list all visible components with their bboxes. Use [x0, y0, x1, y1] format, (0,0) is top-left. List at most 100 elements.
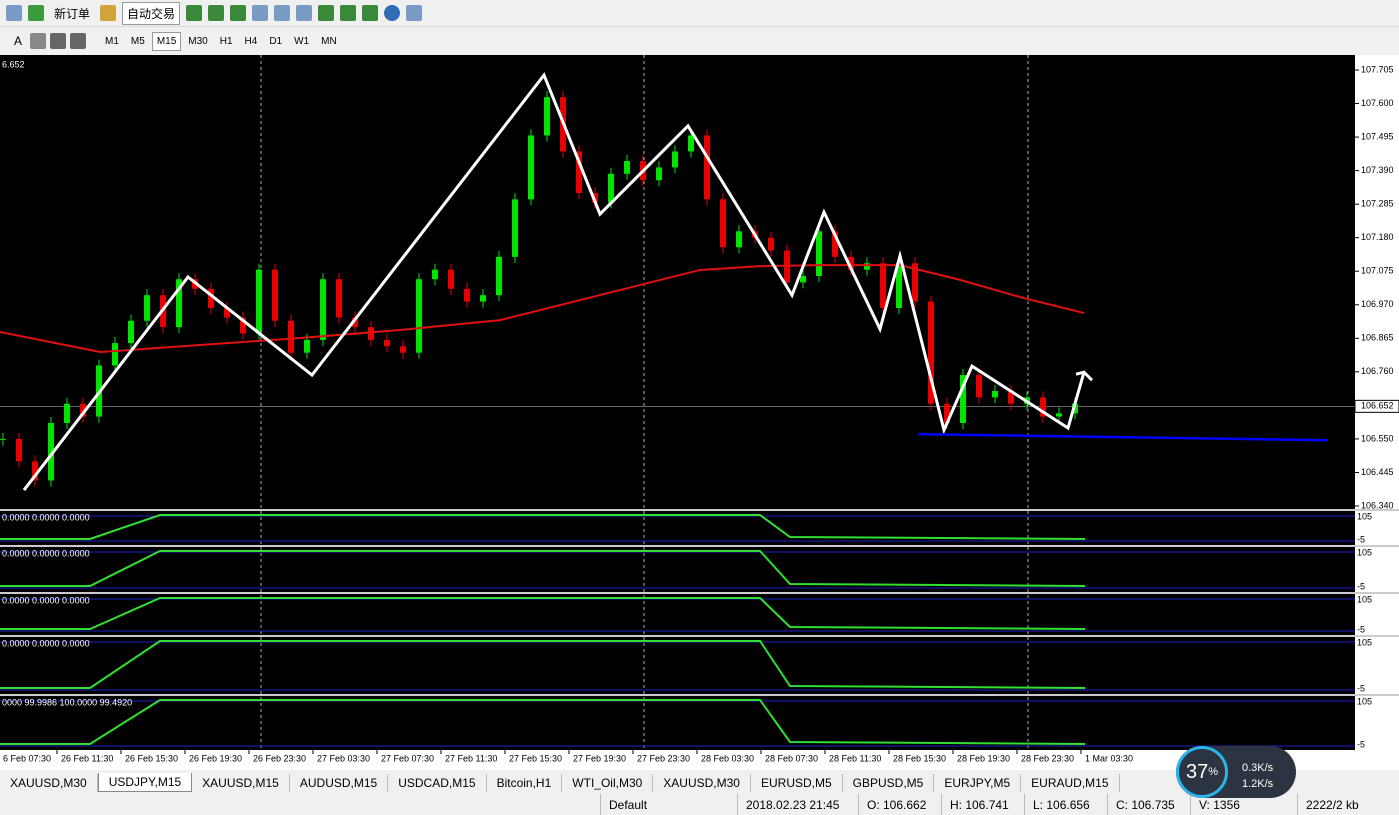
chart-tab[interactable]: EURAUD,M15 — [1021, 773, 1120, 792]
indicator-line — [0, 640, 1086, 689]
percent-unit: % — [1208, 766, 1219, 778]
candle — [992, 391, 998, 398]
x-tick-label: 27 Feb 03:30 — [317, 753, 370, 763]
network-widget: 37% 0.3K/s 1.2K/s — [1176, 746, 1296, 798]
timeframes: M1 M5 M15 M30 H1 H4 D1 W1 MN — [100, 31, 342, 51]
candle — [448, 269, 454, 289]
y-tick-label: 106.550 — [1361, 433, 1394, 443]
candle — [352, 317, 358, 328]
candle — [1008, 391, 1014, 404]
candle — [512, 199, 518, 257]
moving-average — [0, 264, 1085, 354]
candle — [688, 135, 694, 152]
arrow-head — [1075, 370, 1094, 382]
icon[interactable] — [100, 5, 117, 21]
icon[interactable] — [318, 5, 335, 21]
icon[interactable] — [340, 5, 357, 21]
low: L: 106.656 — [1024, 794, 1107, 815]
text-tool[interactable]: A — [14, 34, 23, 48]
candle — [832, 231, 838, 257]
corner-label: 6.652 — [2, 59, 25, 69]
timeframe-button[interactable]: D1 — [269, 35, 283, 47]
indicator-bottom: -5 — [1357, 534, 1365, 544]
chart-tab[interactable]: EURUSD,M5 — [751, 773, 843, 792]
icon[interactable] — [70, 33, 87, 49]
y-tick-label: 106.970 — [1361, 299, 1394, 309]
upload-speed: 0.3K/s — [1242, 762, 1274, 774]
chart-tab[interactable]: XAUUSD,M30 — [0, 773, 98, 792]
timeframe-button[interactable]: H4 — [244, 35, 258, 47]
timeframe-button[interactable]: M1 — [105, 35, 119, 47]
chart-tab[interactable]: XAUUSD,M30 — [653, 773, 751, 792]
icon[interactable] — [362, 5, 379, 21]
indicator-top: 105 — [1357, 547, 1372, 557]
chart-tab[interactable]: EURJPY,M5 — [934, 773, 1022, 792]
close: C: 106.735 — [1107, 794, 1190, 815]
candle — [1040, 397, 1046, 417]
candle — [432, 269, 438, 280]
plot-area — [0, 55, 1355, 750]
x-tick-label: 1 Mar 03:30 — [1085, 753, 1133, 763]
candle — [400, 346, 406, 353]
candle — [896, 263, 902, 308]
toolbar: 新订单 自动交易 — [0, 0, 1399, 27]
candle — [816, 231, 822, 277]
y-tick-label: 107.075 — [1361, 266, 1394, 276]
x-tick-label: 28 Feb 23:30 — [1021, 753, 1074, 763]
x-tick-label: 27 Feb 11:30 — [445, 753, 497, 763]
profile: Default — [600, 794, 737, 815]
indicator-top: 105 — [1357, 696, 1372, 706]
chart-tab[interactable]: XAUUSD,M15 — [192, 773, 290, 792]
candle — [880, 263, 886, 308]
y-tick-label: 107.390 — [1361, 165, 1394, 175]
support-line — [917, 432, 1329, 442]
bar-time: 2018.02.23 21:45 — [737, 794, 858, 815]
candle — [144, 295, 150, 321]
candle — [1056, 413, 1062, 417]
timeframe-button[interactable]: H1 — [219, 35, 233, 47]
x-tick-label: 28 Feb 19:30 — [957, 753, 1010, 763]
y-tick-label: 106.445 — [1361, 467, 1394, 477]
icon[interactable] — [230, 5, 247, 21]
y-tick-label: 107.285 — [1361, 199, 1394, 209]
icon[interactable] — [406, 5, 423, 21]
icon[interactable] — [296, 5, 313, 21]
indicator-line — [0, 699, 1086, 745]
candle — [496, 256, 502, 296]
candle — [736, 231, 742, 248]
icon[interactable] — [274, 5, 291, 21]
download-speed: 1.2K/s — [1242, 778, 1274, 790]
candle — [704, 135, 710, 200]
chart: 6.652 107.705 107.600 107.495 107.390 107.28… — [0, 55, 1399, 770]
indicator-top: 105 — [1357, 637, 1372, 647]
icon[interactable] — [6, 5, 22, 21]
chart-tab[interactable]: Bitcoin,H1 — [487, 773, 563, 792]
chart-tab[interactable]: GBPUSD,M5 — [843, 773, 935, 792]
indicator-label: 0.0000 0.0000 0.0000 — [2, 595, 90, 605]
icon[interactable] — [252, 5, 269, 21]
candle — [480, 295, 486, 302]
chart-tab[interactable]: WTI_Oil,M30 — [562, 773, 654, 792]
timeframe-button[interactable]: MN — [321, 35, 337, 47]
candle — [176, 279, 182, 328]
timeframe-button[interactable]: M30 — [188, 35, 208, 47]
timeframe-button[interactable]: M5 — [130, 35, 145, 47]
x-tick-label: 28 Feb 07:30 — [765, 753, 818, 763]
candle — [0, 438, 6, 440]
candle — [928, 301, 934, 404]
icon[interactable] — [384, 5, 401, 21]
icon[interactable] — [186, 5, 203, 21]
icon[interactable] — [28, 5, 44, 21]
auto-trading-button[interactable]: 自动交易 — [122, 1, 181, 25]
new-order-button[interactable]: 新订单 — [54, 6, 91, 21]
chart-tab[interactable]: USDJPY,M15 — [97, 773, 193, 792]
timeframe-button[interactable]: W1 — [294, 35, 310, 47]
candle — [656, 167, 662, 181]
icon[interactable] — [50, 33, 67, 49]
chart-tab[interactable]: AUDUSD,M15 — [290, 773, 389, 792]
icon[interactable] — [30, 33, 47, 49]
timeframe-button[interactable]: M15 — [151, 31, 182, 51]
icon[interactable] — [208, 5, 225, 21]
chart-tab[interactable]: USDCAD,M15 — [388, 773, 487, 792]
